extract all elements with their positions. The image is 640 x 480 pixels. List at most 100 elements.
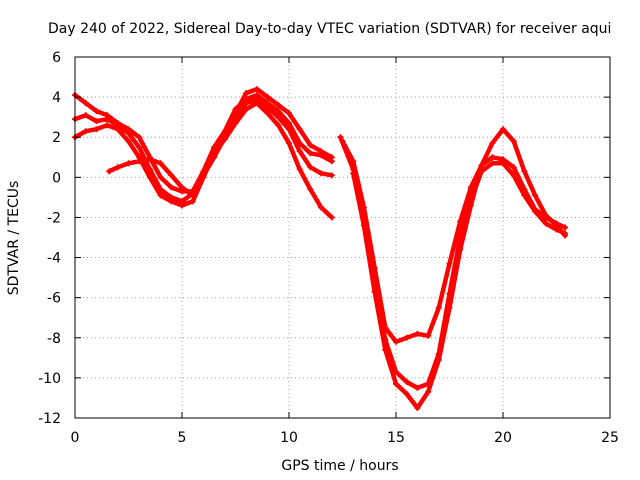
data-point [189, 192, 196, 199]
data-point [93, 118, 100, 125]
data-point [296, 126, 303, 133]
data-point [114, 126, 121, 133]
x-tick-label: 15 [387, 430, 405, 446]
series-line [106, 86, 335, 198]
data-point [243, 90, 250, 97]
data-point [253, 86, 260, 93]
data-point [489, 154, 496, 161]
data-point [104, 116, 111, 123]
data-point [435, 304, 442, 311]
data-point [307, 164, 314, 171]
data-point [136, 134, 143, 141]
data-point [414, 404, 421, 411]
data-point [403, 334, 410, 341]
x-tick-labels: 0 5 10 15 20 25 [71, 430, 619, 446]
data-point [157, 192, 164, 199]
x-tick-label: 20 [494, 430, 512, 446]
series-track-g [350, 126, 569, 411]
data-point [328, 214, 335, 221]
data-point [82, 100, 89, 107]
data-point [425, 388, 432, 395]
data-point [264, 110, 271, 117]
data-point [562, 232, 569, 239]
data-point [500, 126, 506, 133]
data-point [168, 172, 175, 179]
data-point [93, 108, 100, 115]
data-point [414, 384, 421, 391]
data-point [489, 140, 496, 147]
data-point [82, 128, 89, 135]
data-point [478, 162, 485, 169]
x-tick-label: 0 [71, 430, 80, 446]
data-point [457, 246, 464, 253]
data-point [106, 168, 113, 175]
series-track-d [106, 86, 335, 199]
data-point [371, 288, 378, 295]
data-point [467, 184, 474, 191]
x-tick-label: 10 [280, 430, 298, 446]
series-layer [72, 86, 569, 411]
data-point [382, 346, 389, 353]
data-point [157, 174, 164, 181]
plot-frame [74, 56, 611, 419]
y-tick-label: -12 [38, 411, 61, 427]
data-point [403, 390, 410, 397]
y-tick-label: -8 [47, 331, 61, 347]
y-tick-label: 2 [52, 130, 61, 146]
y-tick-label: -4 [47, 251, 61, 267]
data-point [553, 222, 560, 229]
data-point [168, 198, 175, 205]
data-point [500, 160, 506, 167]
y-tick-label: -6 [47, 291, 61, 307]
data-point [510, 172, 517, 179]
y-tick-label: 0 [52, 170, 61, 186]
series-track-e [339, 138, 569, 345]
data-point [307, 186, 314, 193]
data-point [542, 212, 549, 219]
data-point [425, 332, 432, 339]
data-point [211, 154, 218, 161]
data-point [104, 122, 111, 129]
data-point [264, 94, 271, 101]
data-point [189, 198, 196, 205]
data-point [435, 356, 442, 363]
data-point [328, 154, 335, 161]
y-tick-label: 4 [52, 90, 61, 106]
data-point [296, 166, 303, 173]
data-point [318, 170, 325, 177]
data-point [136, 158, 143, 165]
x-tick-label: 5 [178, 430, 187, 446]
data-point [114, 164, 121, 171]
data-point [275, 102, 282, 109]
chart-title: Day 240 of 2022, Sidereal Day-to-day VTE… [48, 21, 611, 37]
x-tick-label: 25 [601, 430, 619, 446]
data-point [403, 378, 410, 385]
data-point [489, 160, 496, 167]
data-point [136, 144, 143, 151]
data-point [286, 120, 292, 127]
y-axis-title: SDTVAR / TECUs [6, 181, 22, 296]
y-tick-label: 6 [52, 50, 61, 66]
data-point [93, 126, 100, 133]
data-point [307, 142, 314, 149]
data-point [243, 106, 250, 113]
data-point [146, 156, 153, 163]
data-point [521, 192, 528, 199]
data-point [232, 110, 239, 117]
series-line [340, 138, 568, 345]
data-point [146, 174, 153, 181]
data-point [307, 150, 314, 157]
data-point [286, 126, 292, 133]
y-tick-labels: -12 -10 -8 -6 -4 -2 0 2 4 6 [38, 50, 61, 427]
data-point [393, 338, 399, 345]
data-point [168, 184, 175, 191]
data-point [125, 138, 132, 145]
data-point [350, 170, 357, 177]
data-point [532, 208, 539, 215]
data-point [318, 204, 325, 211]
data-point [318, 148, 325, 155]
data-point [275, 122, 282, 129]
data-point [200, 172, 207, 179]
y-tick-label: -2 [47, 210, 61, 226]
